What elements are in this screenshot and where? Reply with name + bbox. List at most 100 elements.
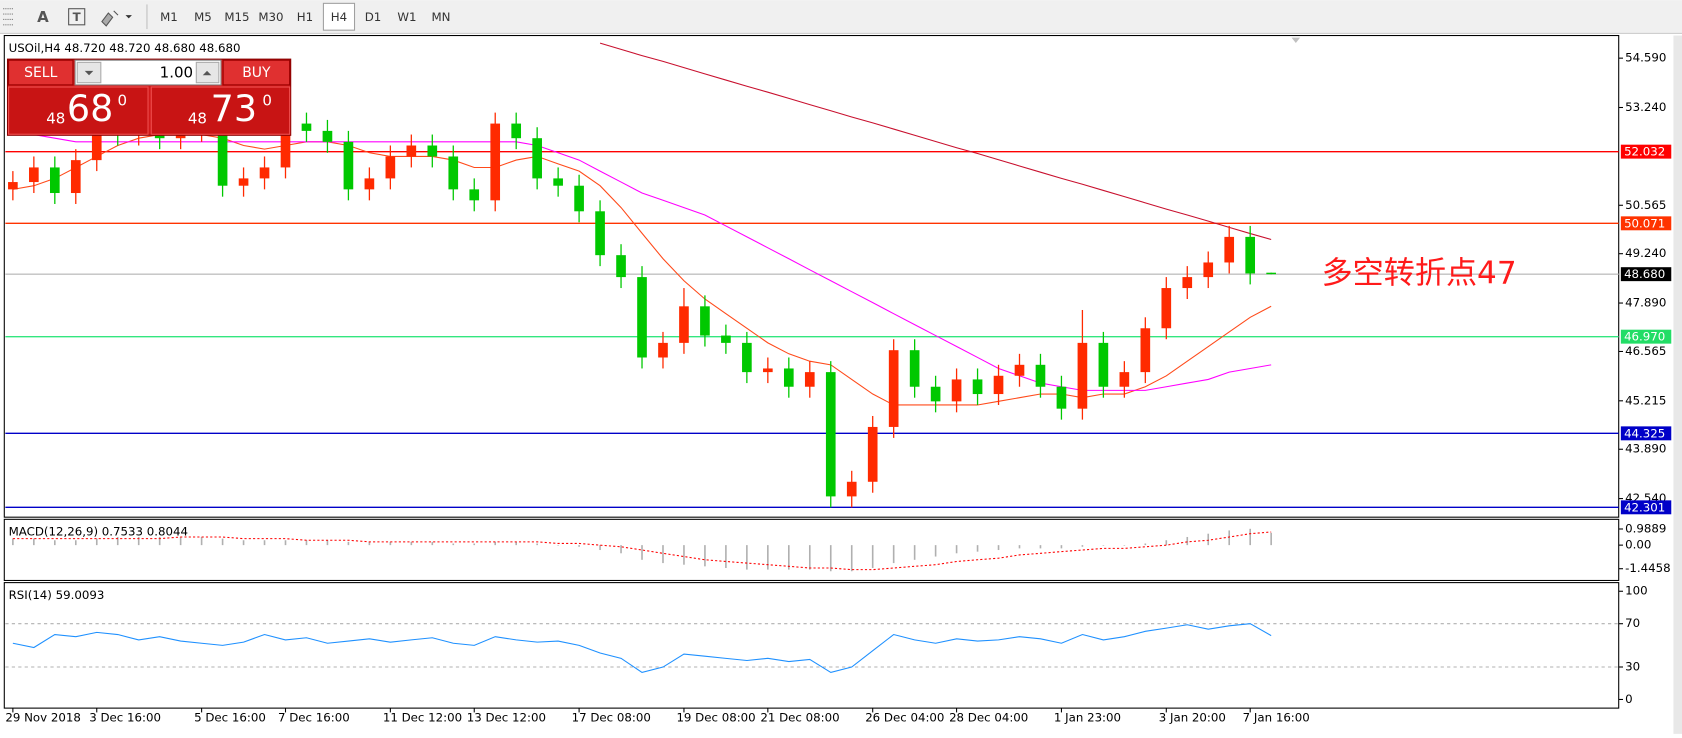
candle-body bbox=[909, 350, 920, 387]
x-tick-label: 13 Dec 12:00 bbox=[467, 710, 546, 724]
label-tool[interactable] bbox=[68, 8, 86, 26]
macd-bar bbox=[578, 545, 580, 547]
down-arrow bbox=[84, 70, 94, 76]
candle-body bbox=[532, 138, 542, 179]
x-tick-label: 3 Dec 16:00 bbox=[89, 710, 161, 724]
ask-box[interactable] bbox=[150, 86, 291, 135]
candle-body bbox=[637, 277, 647, 358]
bid-big: 48 bbox=[46, 110, 65, 128]
macd-bar bbox=[955, 545, 958, 554]
x-tick-label: 21 Dec 08:00 bbox=[760, 710, 839, 724]
y-tick-label: 47.890 bbox=[1625, 296, 1666, 310]
timeframe-button[interactable]: H4 bbox=[331, 10, 347, 24]
macd-bar bbox=[704, 545, 706, 567]
candle-body bbox=[1203, 262, 1214, 278]
macd-bar bbox=[221, 538, 224, 546]
level-tag bbox=[1620, 500, 1672, 515]
candle-body bbox=[721, 335, 731, 343]
timeframe-button[interactable]: D1 bbox=[365, 10, 382, 24]
candle-body bbox=[448, 156, 459, 190]
macd-bar bbox=[662, 545, 664, 564]
macd-bar bbox=[746, 545, 748, 570]
shapes-tool[interactable] bbox=[101, 10, 119, 27]
sell-button[interactable] bbox=[8, 59, 74, 86]
macd-bar bbox=[158, 536, 161, 546]
text-tool[interactable]: A bbox=[37, 8, 49, 26]
candle-body bbox=[888, 350, 899, 427]
macd-bar bbox=[683, 545, 685, 565]
y-tick-label: 49.240 bbox=[1625, 246, 1666, 260]
timeframe-button[interactable]: H1 bbox=[297, 10, 313, 24]
macd-bar bbox=[871, 545, 874, 568]
candle-body bbox=[658, 342, 668, 358]
x-tick-label: 29 Nov 2018 bbox=[5, 710, 80, 724]
macd-bar bbox=[347, 541, 350, 546]
candle-body bbox=[1014, 364, 1025, 376]
macd-bar bbox=[494, 541, 497, 546]
candle-body bbox=[511, 123, 522, 139]
timeframe-button[interactable]: M30 bbox=[258, 10, 283, 24]
y-tick-label: 0 bbox=[1625, 692, 1633, 706]
x-tick-label: 26 Dec 04:00 bbox=[865, 710, 944, 724]
signal-line bbox=[12, 531, 1272, 571]
macd-bar bbox=[1270, 532, 1272, 546]
x-tick-label: 7 Dec 16:00 bbox=[278, 710, 350, 724]
x-tick-label: 17 Dec 08:00 bbox=[572, 710, 651, 724]
candle-body bbox=[1161, 288, 1172, 329]
candle-body bbox=[867, 426, 878, 482]
macd-bar bbox=[305, 540, 308, 546]
x-tick-label: 28 Dec 04:00 bbox=[949, 710, 1028, 724]
macd-bar bbox=[620, 545, 622, 554]
macd-bar bbox=[1123, 545, 1126, 546]
y-tick-label: 70 bbox=[1625, 616, 1640, 630]
level-tag bbox=[1620, 329, 1672, 344]
candle-body bbox=[700, 306, 710, 336]
ask-main: 73 bbox=[211, 87, 257, 130]
macd-bar bbox=[179, 536, 182, 546]
y-tick-label: 53.240 bbox=[1625, 100, 1666, 114]
macd-bar bbox=[326, 540, 329, 546]
macd-bar bbox=[368, 541, 371, 546]
trade-panel: SELL 1.00 BUY 48 68 0 48 73 0 bbox=[6, 58, 292, 136]
candle-body bbox=[91, 130, 102, 161]
macd-bar bbox=[263, 540, 266, 546]
candle-body bbox=[679, 306, 689, 343]
level-tag bbox=[1620, 426, 1672, 441]
candle-body bbox=[29, 167, 39, 183]
macd-bar bbox=[641, 545, 643, 560]
candle-body bbox=[1266, 272, 1276, 275]
timeframe-button[interactable]: M5 bbox=[194, 10, 212, 24]
macd-bar bbox=[95, 538, 98, 546]
candle-body bbox=[259, 167, 270, 179]
dropdown-arrow[interactable] bbox=[125, 15, 132, 19]
macd-bar bbox=[74, 540, 77, 546]
candle-body bbox=[301, 123, 312, 131]
macd-bar bbox=[33, 538, 35, 546]
candle-body bbox=[1224, 236, 1235, 263]
ask-sup: 0 bbox=[262, 91, 272, 109]
level-label: 52.032 bbox=[1624, 145, 1665, 159]
level-label: 42.301 bbox=[1624, 500, 1665, 514]
candle-body bbox=[951, 379, 962, 402]
macd-bar bbox=[788, 545, 790, 570]
macd-bar bbox=[1060, 545, 1063, 549]
candle-body bbox=[1035, 364, 1046, 387]
macd-bar bbox=[242, 540, 245, 546]
timeframe-button[interactable]: M15 bbox=[224, 10, 249, 24]
timeframe-button[interactable]: M1 bbox=[160, 10, 178, 24]
timeframe-button[interactable]: MN bbox=[431, 10, 450, 24]
timeframe-button[interactable]: W1 bbox=[397, 10, 416, 24]
candle-body bbox=[846, 481, 857, 497]
active-timeframe bbox=[322, 2, 356, 31]
level-label: 48.680 bbox=[1624, 267, 1665, 281]
bid-box[interactable] bbox=[8, 86, 149, 135]
candle-body bbox=[1182, 277, 1193, 289]
macd-panel bbox=[3, 518, 1620, 582]
candle-body bbox=[322, 130, 333, 142]
macd-bar bbox=[54, 540, 56, 546]
buy-button[interactable] bbox=[222, 59, 291, 86]
macd-bar bbox=[1186, 536, 1189, 546]
bid-main: 68 bbox=[67, 87, 113, 130]
macd-bar bbox=[1018, 545, 1021, 549]
